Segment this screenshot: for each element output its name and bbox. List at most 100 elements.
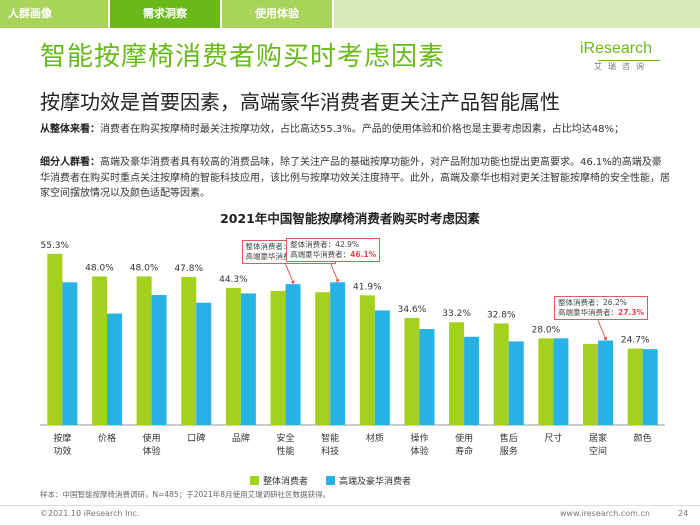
callout-1-overall-value: 42.9% <box>335 240 359 250</box>
bar-overall-13 <box>627 348 643 425</box>
bar-premium-2 <box>151 294 167 425</box>
bar-overall-10 <box>493 323 509 425</box>
bar-overall-1 <box>91 276 107 425</box>
tab-usage-experience[interactable]: 使用体验 <box>222 0 332 28</box>
x-tick-label-2-0: 使用 <box>143 432 161 444</box>
bar-premium-10 <box>508 341 524 425</box>
data-label-1: 48.0% <box>85 263 114 273</box>
x-tick-label-0-1: 功效 <box>53 445 71 457</box>
data-label-11: 28.0% <box>532 325 561 335</box>
bar-premium-8 <box>419 329 435 425</box>
bar-chart: 55.3% 按摩功效 48.0% 价格 48.0% 使用体验 47.8% 口碑 44.3% 品牌 安… <box>40 241 665 457</box>
legend-label-premium: 高端及豪华消费者 <box>339 477 412 487</box>
tab-bar-filler <box>334 0 700 28</box>
x-tick-label-11-0: 尺寸 <box>544 432 562 444</box>
tab-persona[interactable]: 人群画像 <box>0 0 108 28</box>
logo-divider <box>598 60 660 61</box>
page-title: 智能按摩椅消费者购买时考虑因素 <box>40 42 446 72</box>
bar-overall-7 <box>359 295 375 425</box>
bar-overall-6 <box>315 292 331 425</box>
legend-item-premium: 高端及豪华消费者 <box>326 474 411 487</box>
chart-title: 2021年中国智能按摩椅消费者购买时考虑因素 <box>220 211 480 226</box>
bar-overall-2 <box>136 276 152 425</box>
data-label-3: 47.8% <box>174 264 203 274</box>
x-tick-label-9-0: 使用 <box>455 432 473 444</box>
callout-0-overall-label: 整体消费者： <box>245 242 291 252</box>
bar-premium-7 <box>374 310 390 425</box>
x-tick-label-4-0: 品牌 <box>232 432 250 444</box>
callout-2-premium-value: 27.3% <box>618 308 645 318</box>
data-label-7: 41.9% <box>353 282 382 292</box>
bar-overall-5 <box>270 290 286 425</box>
bar-premium-11 <box>553 338 569 425</box>
callout-dot-1 <box>336 278 340 282</box>
bar-premium-9 <box>464 336 480 425</box>
data-label-2: 48.0% <box>130 263 159 273</box>
bar-overall-8 <box>404 317 420 425</box>
chart-legend: 整体消费者 高端及豪华消费者 <box>250 474 429 487</box>
page-number: 24 <box>678 509 689 518</box>
top-nav-tabs: 人群画像 需求洞察 使用体验 <box>0 0 700 28</box>
callout-0-premium-label: 高端豪华消费者： <box>245 252 306 262</box>
callout-pointer-0 <box>285 263 294 283</box>
callout-pointer-1 <box>329 262 339 281</box>
callout-box-1: 整体消费者：42.9% 高端豪华消费者：46.1% <box>286 238 381 263</box>
bar-overall-11 <box>538 338 554 425</box>
legend-swatch-premium <box>326 476 336 485</box>
footer-divider <box>0 505 700 506</box>
bar-overall-12 <box>583 343 599 425</box>
callout-1-premium-label: 高端豪华消费者： <box>290 250 351 260</box>
callout-1-premium-value: 46.1% <box>350 250 377 260</box>
footer-copyright: ©2021.10 iResearch Inc. <box>40 509 140 518</box>
x-tick-label-1-0: 价格 <box>98 432 116 444</box>
bar-premium-5 <box>285 284 301 425</box>
x-tick-label-10-1: 服务 <box>500 445 518 457</box>
bar-overall-0 <box>47 253 63 425</box>
bar-overall-4 <box>225 287 241 425</box>
tab-demand-insight[interactable]: 需求洞察 <box>110 0 220 28</box>
summary-overall: 从整体来看：消费者在购买按摩椅时最关注按摩功效，占比高达55.3%。产品的使用体… <box>40 122 670 138</box>
x-tick-label-0-0: 按摩 <box>53 432 71 444</box>
callout-pointer-2 <box>597 320 606 339</box>
x-tick-label-2-1: 体验 <box>143 445 161 457</box>
data-label-0: 55.3% <box>41 241 70 251</box>
x-tick-label-10-0: 售后 <box>500 432 518 444</box>
bar-premium-6 <box>330 282 346 425</box>
data-label-10: 32.8% <box>487 310 516 320</box>
footer-url[interactable]: www.iresearch.com.cn <box>560 509 650 518</box>
bar-overall-3 <box>181 277 197 425</box>
x-tick-label-8-0: 操作 <box>410 432 428 444</box>
x-tick-label-8-1: 体验 <box>410 445 428 457</box>
bar-premium-0 <box>62 282 78 425</box>
bar-premium-1 <box>106 313 122 425</box>
callout-1-overall-label: 整体消费者： <box>290 240 336 250</box>
summary-overall-label: 从整体来看： <box>40 124 100 135</box>
x-tick-label-3-0: 口碑 <box>187 432 205 444</box>
iresearch-logo: iResearch 艾瑞咨询 <box>580 40 664 76</box>
x-tick-label-9-1: 寿命 <box>455 445 473 457</box>
x-tick-label-6-0: 智能 <box>321 432 339 444</box>
x-tick-label-6-1: 科技 <box>321 445 339 457</box>
data-label-9: 33.2% <box>442 309 471 319</box>
callout-box-2: 整体消费者：26.2% 高端豪华消费者：27.3% <box>554 296 649 321</box>
data-label-8: 34.6% <box>398 305 427 315</box>
sample-note: 样本：中国智能按摩椅消费调研，N=485；于2021年8月使用艾瑞调研社区数据获… <box>40 490 331 499</box>
page-subtitle: 按摩功效是首要因素，高端豪华消费者更关注产品智能属性 <box>40 90 560 114</box>
logo-sub: 艾瑞咨询 <box>594 62 650 71</box>
callout-2-premium-label: 高端豪华消费者： <box>558 308 619 318</box>
legend-swatch-overall <box>250 476 259 485</box>
data-label-4: 44.3% <box>219 275 248 285</box>
callout-dot-0 <box>291 280 295 284</box>
legend-item-overall: 整体消费者 <box>250 474 308 487</box>
bar-premium-13 <box>642 349 658 425</box>
x-tick-label-5-0: 安全 <box>277 432 295 444</box>
x-tick-label-12-1: 空间 <box>589 445 607 457</box>
summary-segment-label: 细分人群看： <box>40 157 100 168</box>
callout-2-overall-label: 整体消费者： <box>558 298 604 308</box>
bar-premium-3 <box>196 302 212 425</box>
x-tick-label-5-1: 性能 <box>277 445 295 457</box>
x-tick-label-12-0: 居家 <box>589 432 607 444</box>
data-label-13: 24.7% <box>621 336 650 346</box>
legend-label-overall: 整体消费者 <box>263 477 309 487</box>
bar-premium-12 <box>598 340 614 425</box>
